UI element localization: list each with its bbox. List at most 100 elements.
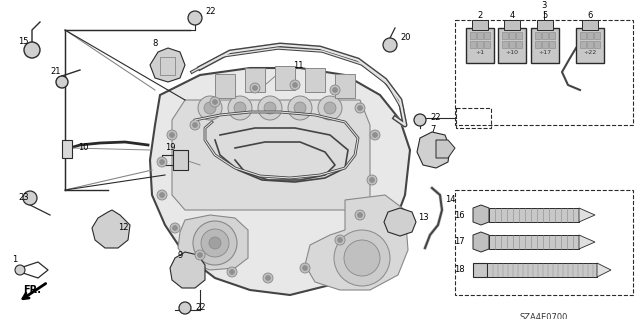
Text: 11: 11 bbox=[292, 61, 303, 70]
Circle shape bbox=[190, 120, 200, 130]
Bar bbox=[215, 74, 235, 98]
Circle shape bbox=[173, 226, 177, 231]
Text: 16: 16 bbox=[454, 211, 465, 219]
Bar bbox=[498, 28, 526, 63]
Polygon shape bbox=[150, 68, 410, 295]
Circle shape bbox=[355, 210, 365, 220]
Circle shape bbox=[369, 177, 374, 182]
Circle shape bbox=[24, 42, 40, 58]
Bar bbox=[173, 150, 188, 170]
Circle shape bbox=[358, 212, 362, 218]
Circle shape bbox=[335, 235, 345, 245]
Text: ÷22: ÷22 bbox=[584, 50, 596, 56]
Bar bbox=[470, 41, 476, 48]
Circle shape bbox=[170, 132, 175, 137]
Text: 12: 12 bbox=[118, 224, 129, 233]
Text: 20: 20 bbox=[400, 33, 410, 42]
Bar bbox=[576, 28, 604, 63]
Bar bbox=[580, 41, 586, 48]
Bar bbox=[549, 41, 555, 48]
Circle shape bbox=[264, 102, 276, 114]
Text: ÷10: ÷10 bbox=[506, 50, 518, 56]
Bar bbox=[535, 41, 541, 48]
Bar bbox=[466, 28, 494, 63]
Circle shape bbox=[201, 229, 229, 257]
Circle shape bbox=[358, 106, 362, 110]
Bar bbox=[502, 41, 508, 48]
Circle shape bbox=[324, 102, 336, 114]
Circle shape bbox=[303, 265, 307, 271]
Circle shape bbox=[179, 302, 191, 314]
Bar bbox=[456, 108, 491, 128]
Circle shape bbox=[266, 276, 271, 280]
Circle shape bbox=[228, 96, 252, 120]
Polygon shape bbox=[170, 252, 205, 288]
Circle shape bbox=[372, 132, 378, 137]
Circle shape bbox=[56, 76, 68, 88]
Text: ÷17: ÷17 bbox=[538, 50, 552, 56]
Bar bbox=[582, 20, 598, 30]
Circle shape bbox=[300, 263, 310, 273]
Circle shape bbox=[234, 102, 246, 114]
Circle shape bbox=[15, 265, 25, 275]
Text: 5: 5 bbox=[542, 11, 548, 19]
Circle shape bbox=[292, 83, 298, 87]
Circle shape bbox=[193, 221, 237, 265]
Polygon shape bbox=[384, 208, 416, 236]
Bar bbox=[473, 263, 487, 277]
Circle shape bbox=[230, 270, 234, 275]
Circle shape bbox=[294, 102, 306, 114]
Polygon shape bbox=[150, 48, 185, 82]
Circle shape bbox=[288, 96, 312, 120]
Bar bbox=[305, 68, 325, 92]
Polygon shape bbox=[579, 208, 595, 222]
Circle shape bbox=[318, 96, 342, 120]
Circle shape bbox=[195, 250, 205, 260]
Polygon shape bbox=[417, 132, 450, 168]
Bar bbox=[245, 68, 265, 92]
Bar bbox=[587, 32, 593, 39]
Bar bbox=[335, 74, 355, 98]
Bar bbox=[455, 190, 633, 295]
Bar bbox=[549, 32, 555, 39]
Bar bbox=[470, 32, 476, 39]
Polygon shape bbox=[92, 210, 130, 248]
Bar bbox=[542, 41, 548, 48]
Circle shape bbox=[198, 96, 222, 120]
Text: 21: 21 bbox=[50, 68, 61, 77]
Bar bbox=[531, 28, 559, 63]
Bar bbox=[535, 32, 541, 39]
Polygon shape bbox=[597, 263, 611, 277]
Bar bbox=[537, 20, 553, 30]
Bar bbox=[516, 32, 522, 39]
Polygon shape bbox=[436, 140, 455, 158]
Circle shape bbox=[330, 85, 340, 95]
Bar bbox=[455, 20, 633, 125]
Bar bbox=[502, 32, 508, 39]
Circle shape bbox=[250, 83, 260, 93]
Bar bbox=[472, 20, 488, 30]
Circle shape bbox=[337, 238, 342, 242]
Polygon shape bbox=[473, 232, 489, 252]
Bar bbox=[489, 208, 579, 222]
Text: 2: 2 bbox=[477, 11, 483, 19]
Circle shape bbox=[227, 267, 237, 277]
Circle shape bbox=[258, 96, 282, 120]
Text: 7: 7 bbox=[430, 125, 436, 135]
Text: 19: 19 bbox=[165, 144, 175, 152]
Circle shape bbox=[210, 97, 220, 107]
Circle shape bbox=[333, 87, 337, 93]
Bar bbox=[477, 32, 483, 39]
Circle shape bbox=[414, 114, 426, 126]
Text: 18: 18 bbox=[454, 265, 465, 275]
Circle shape bbox=[193, 122, 198, 128]
Polygon shape bbox=[473, 205, 489, 225]
Circle shape bbox=[355, 103, 365, 113]
Bar bbox=[62, 140, 72, 158]
Polygon shape bbox=[579, 235, 595, 249]
Circle shape bbox=[290, 80, 300, 90]
Bar bbox=[516, 41, 522, 48]
Bar bbox=[275, 66, 295, 90]
Bar bbox=[594, 41, 600, 48]
Text: 14: 14 bbox=[445, 196, 456, 204]
